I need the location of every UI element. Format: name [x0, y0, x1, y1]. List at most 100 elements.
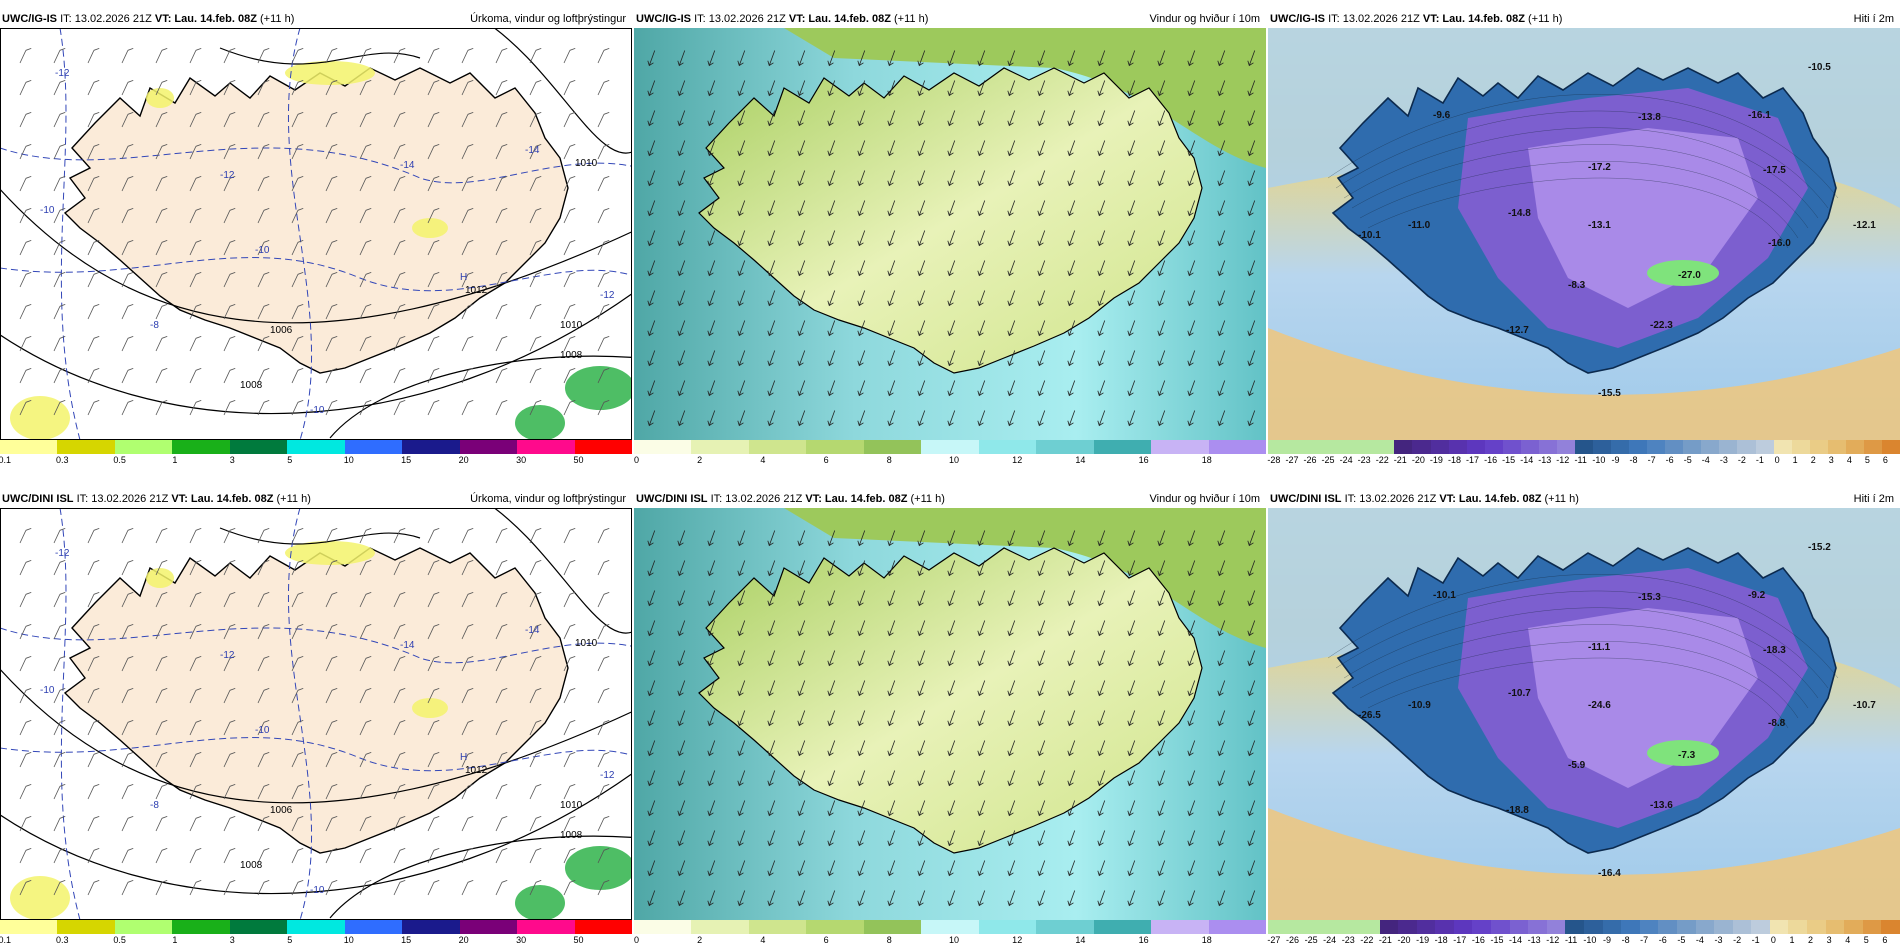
panel-title: Hiti í 2m: [1853, 13, 1894, 25]
wind-barb: [393, 48, 406, 64]
wind-arrow: [677, 560, 686, 577]
wind-barb: [223, 336, 236, 352]
wind-barb: [291, 304, 304, 320]
wind-arrow: [647, 140, 656, 157]
legend-swatch: [1093, 920, 1152, 934]
wind-barb: [393, 400, 406, 416]
valid-time-label: VT:: [154, 13, 172, 25]
wind-barb: [189, 80, 202, 96]
wind-barb: [121, 752, 134, 768]
wind-barb: [121, 784, 134, 800]
wind-barb: [189, 784, 202, 800]
contour-label: 1008: [560, 830, 583, 841]
legend-tick-label: 5: [287, 455, 293, 465]
wind-arrow: [1097, 230, 1106, 247]
wind-barb: [19, 48, 32, 64]
legend-tick-label: -25: [1304, 935, 1318, 945]
wind-arrow: [1187, 830, 1196, 847]
wind-arrow: [1067, 650, 1076, 667]
wind-arrow: [827, 590, 836, 607]
wind-arrow: [707, 50, 716, 67]
wind-arrow: [767, 350, 776, 367]
wind-barb: [495, 592, 508, 608]
legend-tick-label: -24: [1323, 935, 1337, 945]
legend-tick-label: -16: [1471, 935, 1485, 945]
wind-arrow: [1157, 590, 1166, 607]
wind-arrow: [1007, 680, 1016, 697]
wind-barb: [529, 528, 542, 544]
contour-label: -12: [220, 650, 235, 661]
wind-barb: [461, 688, 474, 704]
wind-barb: [19, 240, 32, 256]
wind-arrow: [1127, 50, 1136, 67]
wind-arrow: [887, 680, 896, 697]
wind-arrow: [1037, 830, 1046, 847]
wind-barb: [19, 304, 32, 320]
contour-label: 1010: [575, 638, 598, 649]
wind-barb: [121, 848, 134, 864]
wind-barb: [529, 208, 542, 224]
legend-swatch: [1773, 440, 1793, 454]
temperature-label: -5.9: [1568, 760, 1586, 771]
wind-barb: [529, 272, 542, 288]
wind-barb: [53, 848, 66, 864]
wind-arrow: [797, 740, 806, 757]
wind-barb: [393, 80, 406, 96]
wind-arrow: [917, 80, 926, 97]
wind-barb: [291, 752, 304, 768]
wind-barb: [597, 784, 610, 800]
wind-arrow: [647, 260, 656, 277]
isotherm: [0, 737, 632, 772]
wind-arrow: [1127, 830, 1136, 847]
wind-barb: [359, 784, 372, 800]
wind-arrow: [1037, 110, 1046, 127]
wind-arrow: [977, 860, 986, 877]
wind-barb: [427, 880, 440, 896]
precip-map: -12-14-12-10-8-10-8-10-12-14101210101008…: [0, 28, 632, 440]
wind-arrow: [1067, 560, 1076, 577]
wind-arrow: [1157, 230, 1166, 247]
wind-barb: [53, 144, 66, 160]
wind-barb: [53, 688, 66, 704]
wind-arrow: [737, 290, 746, 307]
wind-barb: [257, 848, 270, 864]
wind-arrow: [1247, 290, 1256, 307]
wind-barb: [563, 336, 576, 352]
wind-barb: [257, 272, 270, 288]
temp-color-legend: -28 -27 -26 -25 -24 -23 -22 -21 -20 -19 -18 -17 -16-…: [1267, 440, 1900, 468]
wind-arrow: [977, 110, 986, 127]
wind-barb: [495, 272, 508, 288]
legend-swatch: [921, 920, 980, 934]
wind-arrow: [737, 620, 746, 637]
wind-arrow: [1187, 260, 1196, 277]
wind-arrow: [857, 110, 866, 127]
isotherm: [59, 28, 81, 440]
wind-arrow: [737, 650, 746, 667]
wind-arrow: [1217, 110, 1226, 127]
legend-tick-label: -8: [1629, 455, 1638, 465]
wind-barb: [461, 624, 474, 640]
wind-arrow: [1217, 560, 1226, 577]
wind-barb: [189, 592, 202, 608]
wind-arrow: [1037, 140, 1046, 157]
wind-arrow: [1217, 620, 1226, 637]
wind-arrow: [1157, 170, 1166, 187]
wind-barb: [155, 880, 168, 896]
wind-arrow: [1187, 410, 1196, 427]
wind-arrow: [767, 860, 776, 877]
wind-barb: [325, 624, 338, 640]
wind-arrow: [977, 380, 986, 397]
wind-arrow: [1187, 530, 1196, 547]
wind-barb: [257, 880, 270, 896]
wind-arrow: [1157, 530, 1166, 547]
precip-area: [412, 698, 448, 718]
wind-arrow: [1157, 830, 1166, 847]
legend-tick-label: 10: [948, 935, 960, 945]
legend-swatch: [1151, 440, 1210, 454]
wind-arrow: [1127, 140, 1136, 157]
wind-arrow: [797, 530, 806, 547]
legend-tick-label: 3: [1828, 455, 1834, 465]
valid-time: Lau. 14.feb. 08Z: [824, 493, 908, 505]
wind-arrow: [647, 770, 656, 787]
wind-barb: [257, 720, 270, 736]
